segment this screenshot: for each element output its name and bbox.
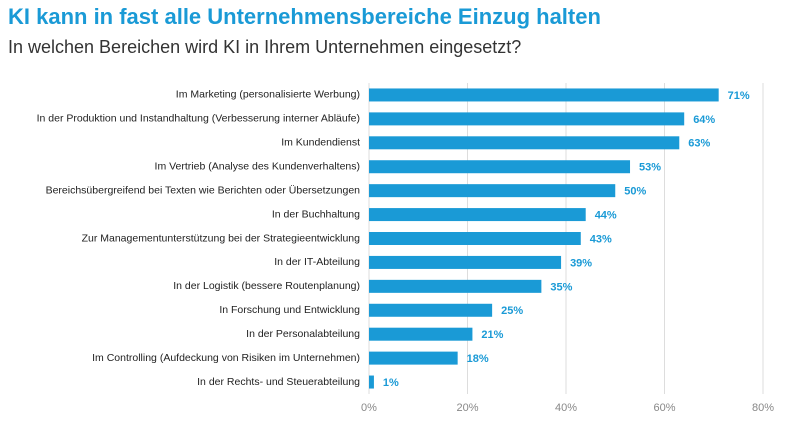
bar xyxy=(369,136,680,150)
y-tick-label: In der Personalabteilung xyxy=(246,328,360,340)
y-tick-label: In der Rechts- und Steuerabteilung xyxy=(197,376,360,388)
bar xyxy=(369,160,631,174)
value-label: 43% xyxy=(590,233,612,245)
bar xyxy=(369,112,685,126)
x-tick-label: 80% xyxy=(752,402,774,414)
bar xyxy=(369,88,719,102)
bar xyxy=(369,279,542,293)
bar xyxy=(369,255,562,269)
value-label: 18% xyxy=(467,353,489,365)
value-label: 25% xyxy=(501,305,523,317)
value-label: 1% xyxy=(383,377,399,389)
y-tick-label: In der Produktion und Instandhaltung (Ve… xyxy=(37,113,360,125)
y-tick-label: Im Kundendienst xyxy=(281,137,360,149)
chart-title: KI kann in fast alle Unternehmensbereich… xyxy=(8,4,601,29)
y-tick-label: In der Logistik (bessere Routenplanung) xyxy=(173,280,360,292)
bar xyxy=(369,184,616,198)
y-tick-label: In Forschung und Entwicklung xyxy=(219,304,360,316)
value-label: 39% xyxy=(570,257,592,269)
y-tick-label: Im Controlling (Aufdeckung von Risiken i… xyxy=(92,352,360,364)
value-label: 44% xyxy=(595,209,617,221)
y-tick-label: In der IT-Abteilung xyxy=(274,256,360,268)
y-tick-label: In der Buchhaltung xyxy=(272,208,360,220)
y-tick-label: Bereichsübergreifend bei Texten wie Beri… xyxy=(46,184,361,196)
bar xyxy=(369,232,581,245)
x-tick-label: 0% xyxy=(361,402,377,414)
value-label: 50% xyxy=(624,186,646,198)
bar xyxy=(369,303,493,317)
value-label: 35% xyxy=(550,281,572,293)
x-tick-label: 40% xyxy=(555,402,577,414)
bar xyxy=(369,208,586,222)
chart-subtitle: In welchen Bereichen wird KI in Ihrem Un… xyxy=(8,37,521,57)
bar xyxy=(369,375,374,389)
y-tick-label: Im Vertrieb (Analyse des Kundenverhalten… xyxy=(155,161,360,173)
x-tick-label: 20% xyxy=(456,402,478,414)
y-tick-label: Zur Managementunterstützung bei der Stra… xyxy=(82,232,361,244)
y-tick-label: Im Marketing (personalisierte Werbung) xyxy=(176,89,360,101)
bar xyxy=(369,351,458,365)
value-label: 21% xyxy=(481,329,503,341)
value-label: 63% xyxy=(688,138,710,150)
value-label: 53% xyxy=(639,162,661,174)
x-tick-label: 60% xyxy=(653,402,675,414)
bar xyxy=(369,327,473,341)
value-label: 64% xyxy=(693,114,715,126)
value-label: 71% xyxy=(728,90,750,102)
